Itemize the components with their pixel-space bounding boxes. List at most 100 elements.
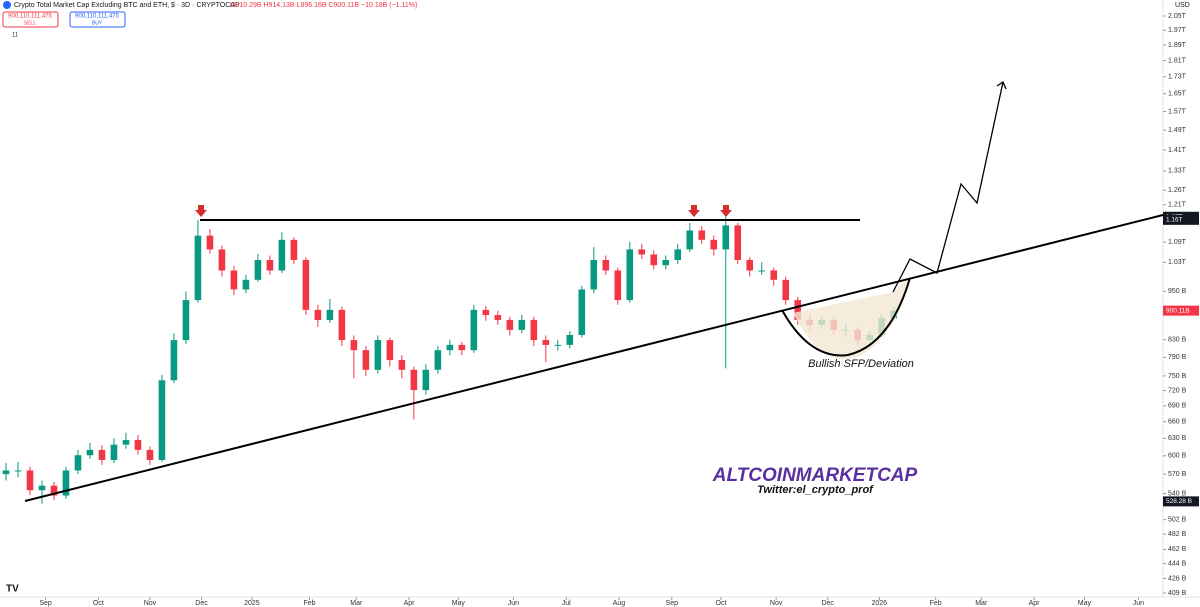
x-tick-label: Jun: [508, 600, 519, 607]
candle-body: [398, 360, 406, 370]
bowl-fill: [793, 278, 910, 360]
candle-body: [614, 270, 622, 301]
y-tick-label: 1.33T: [1168, 168, 1187, 175]
ohlc-legend: O910.29B H914.13B L896.16B C900.11B −10.…: [230, 2, 417, 9]
candle-body: [506, 319, 514, 330]
candle-body: [98, 449, 106, 461]
down-arrow: [720, 205, 732, 217]
currency: USD: [1175, 2, 1190, 9]
candle-body: [338, 309, 346, 341]
candle-body: [638, 249, 646, 255]
y-tick-label: 660 B: [1168, 419, 1187, 426]
x-tick-label: Feb: [930, 600, 942, 607]
candle-body: [542, 340, 550, 345]
candle-body: [734, 225, 742, 260]
y-tick-label: 1.97T: [1168, 27, 1187, 34]
candle-body: [2, 470, 10, 475]
candle-body: [446, 344, 454, 351]
y-tick-label: 1.81T: [1168, 57, 1187, 64]
candle-body: [386, 340, 394, 361]
y-tick-label: 950 B: [1168, 288, 1187, 295]
logo: TV: [6, 584, 19, 595]
buy-button[interactable]: [69, 11, 126, 28]
x-tick-label: Feb: [303, 600, 315, 607]
candle-body: [74, 455, 82, 471]
candle-body: [758, 270, 766, 272]
candle-body: [698, 230, 706, 240]
candle-body: [266, 259, 274, 271]
candle-body: [62, 470, 70, 496]
x-tick-label: 2025: [244, 600, 260, 607]
y-tick-label: 830 B: [1168, 337, 1187, 344]
candle-body: [674, 249, 682, 260]
sell-price: 900,110,111,475: [8, 14, 52, 20]
candle-body: [110, 444, 118, 461]
y-tick-label: 690 B: [1168, 403, 1187, 410]
candle-body: [770, 270, 778, 280]
y-tick-label: 600 B: [1168, 453, 1187, 460]
candle-body: [38, 485, 46, 491]
sell-button[interactable]: [2, 11, 59, 28]
candle-body: [122, 440, 130, 445]
x-tick-label: May: [1078, 600, 1092, 607]
arrows: [195, 205, 732, 217]
candle-body: [170, 340, 178, 381]
y-tick-label: 1.26T: [1168, 187, 1187, 194]
candle-body: [422, 369, 430, 391]
candle-body: [278, 239, 286, 271]
y-tick-label: 540 B: [1168, 490, 1187, 497]
down-arrow: [195, 205, 207, 217]
price-tag: [1163, 496, 1199, 507]
price-tag: [1163, 305, 1199, 316]
candle-body: [254, 259, 262, 280]
candle-body: [242, 279, 250, 290]
y-tick-label: 426 B: [1168, 575, 1187, 582]
candle-body: [590, 259, 598, 290]
candle-body: [470, 309, 478, 351]
y-tick-label: 1.57T: [1168, 108, 1187, 115]
y-tick-label: 502 B: [1168, 517, 1187, 524]
candle-body: [602, 259, 610, 271]
y-tick-label: 630 B: [1168, 435, 1187, 442]
y-tick-label: 482 B: [1168, 531, 1187, 538]
buy-price: 900,110,111,475: [75, 14, 119, 20]
down-arrow: [688, 205, 700, 217]
y-tick-label: 444 B: [1168, 560, 1187, 567]
candle-body: [302, 259, 310, 310]
candle-body: [146, 449, 154, 461]
price-tag-label: 900.11B: [1166, 307, 1190, 314]
watermark: ALTCOINMARKETCAP: [712, 465, 918, 486]
candle-body: [434, 350, 442, 370]
y-tick-label: 720 B: [1168, 387, 1187, 394]
x-tick-label: Nov: [144, 600, 157, 607]
candle-body: [410, 369, 418, 391]
candle-body: [458, 344, 466, 351]
candle-body: [494, 315, 502, 320]
candle-body: [350, 340, 358, 351]
x-tick-label: Jun: [1133, 600, 1144, 607]
x-tick-label: Apr: [404, 600, 416, 607]
candle-body: [722, 225, 730, 250]
x-tick-label: Nov: [770, 600, 783, 607]
candle-body: [746, 259, 754, 271]
candle-body: [158, 380, 166, 461]
candle-body: [50, 485, 58, 496]
y-tick-label: 750 B: [1168, 373, 1187, 380]
candle-body: [218, 249, 226, 271]
bowl-curve: [781, 277, 911, 357]
candle-body: [530, 319, 538, 341]
y-tick-label: 1.65T: [1168, 91, 1187, 98]
candle-body: [710, 239, 718, 250]
annotation: Bullish SFP/Deviation: [808, 358, 914, 370]
candle-body: [86, 449, 94, 456]
indicator-count: 11: [12, 33, 19, 39]
candle-body: [230, 270, 238, 290]
candle-body: [794, 300, 802, 320]
candle-body: [134, 440, 142, 450]
candle-body: [686, 230, 694, 250]
y-tick-label: 462 B: [1168, 546, 1187, 553]
x-tick-label: Dec: [821, 600, 834, 607]
buy-label: BUY: [92, 20, 103, 26]
watermark-handle: Twitter:el_crypto_prof: [757, 484, 874, 496]
